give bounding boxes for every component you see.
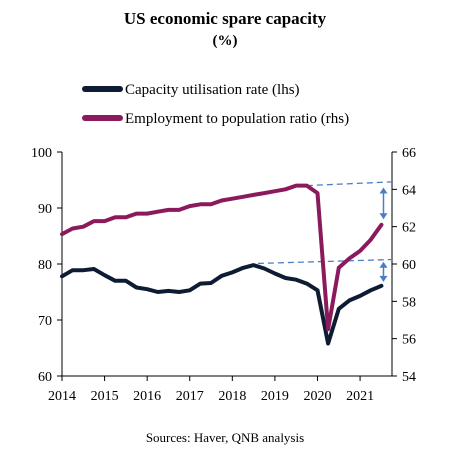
chart-subtitle: (%) [213,33,238,49]
x-tick-label: 2015 [91,389,119,404]
y-left-tick-label: 90 [38,202,52,217]
y-right-tick-label: 54 [402,370,416,385]
gap-dashed-line [306,181,393,187]
series [60,183,384,346]
x-tick-label: 2016 [133,389,161,404]
y-left-tick-label: 70 [38,314,52,329]
x-tick-label: 2021 [346,389,374,404]
y-left-tick-label: 60 [38,370,52,385]
chart-title: US economic spare capacity [124,9,327,28]
y-left-tick-label: 100 [31,146,52,161]
gap-arrowhead-down [379,213,388,220]
y-right-tick-label: 60 [402,258,416,273]
y-right-tick-label: 62 [402,221,416,236]
x-tick-label: 2019 [261,389,289,404]
series-line-employment [60,183,384,332]
y-right-tick-label: 56 [402,333,416,348]
legend-label-capacity: Capacity utilisation rate (lhs) [125,82,300,98]
y-right-tick-label: 66 [402,146,416,161]
x-tick-label: 2018 [218,389,246,404]
legend-label-employment: Employment to population ratio (rhs) [125,111,349,127]
x-tick-label: 2017 [176,389,204,404]
annotations [257,181,393,282]
legend: Capacity utilisation rate (lhs) Employme… [82,82,349,127]
gap-arrowhead-up [379,187,388,194]
gap-dashed-line [257,258,393,265]
y-right-tick-label: 58 [402,295,416,310]
series-line-capacity [60,263,384,346]
y-right-tick-label: 64 [402,183,416,198]
x-tick-label: 2020 [303,389,331,404]
y-left-tick-label: 80 [38,258,52,273]
x-tick-label: 2014 [48,389,76,404]
gap-arrowhead-down [379,275,388,282]
axes: 60 70 80 90 100 54 56 58 60 62 64 66 2014 2015 2016 201… [31,146,416,404]
gap-arrowhead-up [379,261,388,268]
source-note: Sources: Haver, QNB analysis [146,430,304,445]
